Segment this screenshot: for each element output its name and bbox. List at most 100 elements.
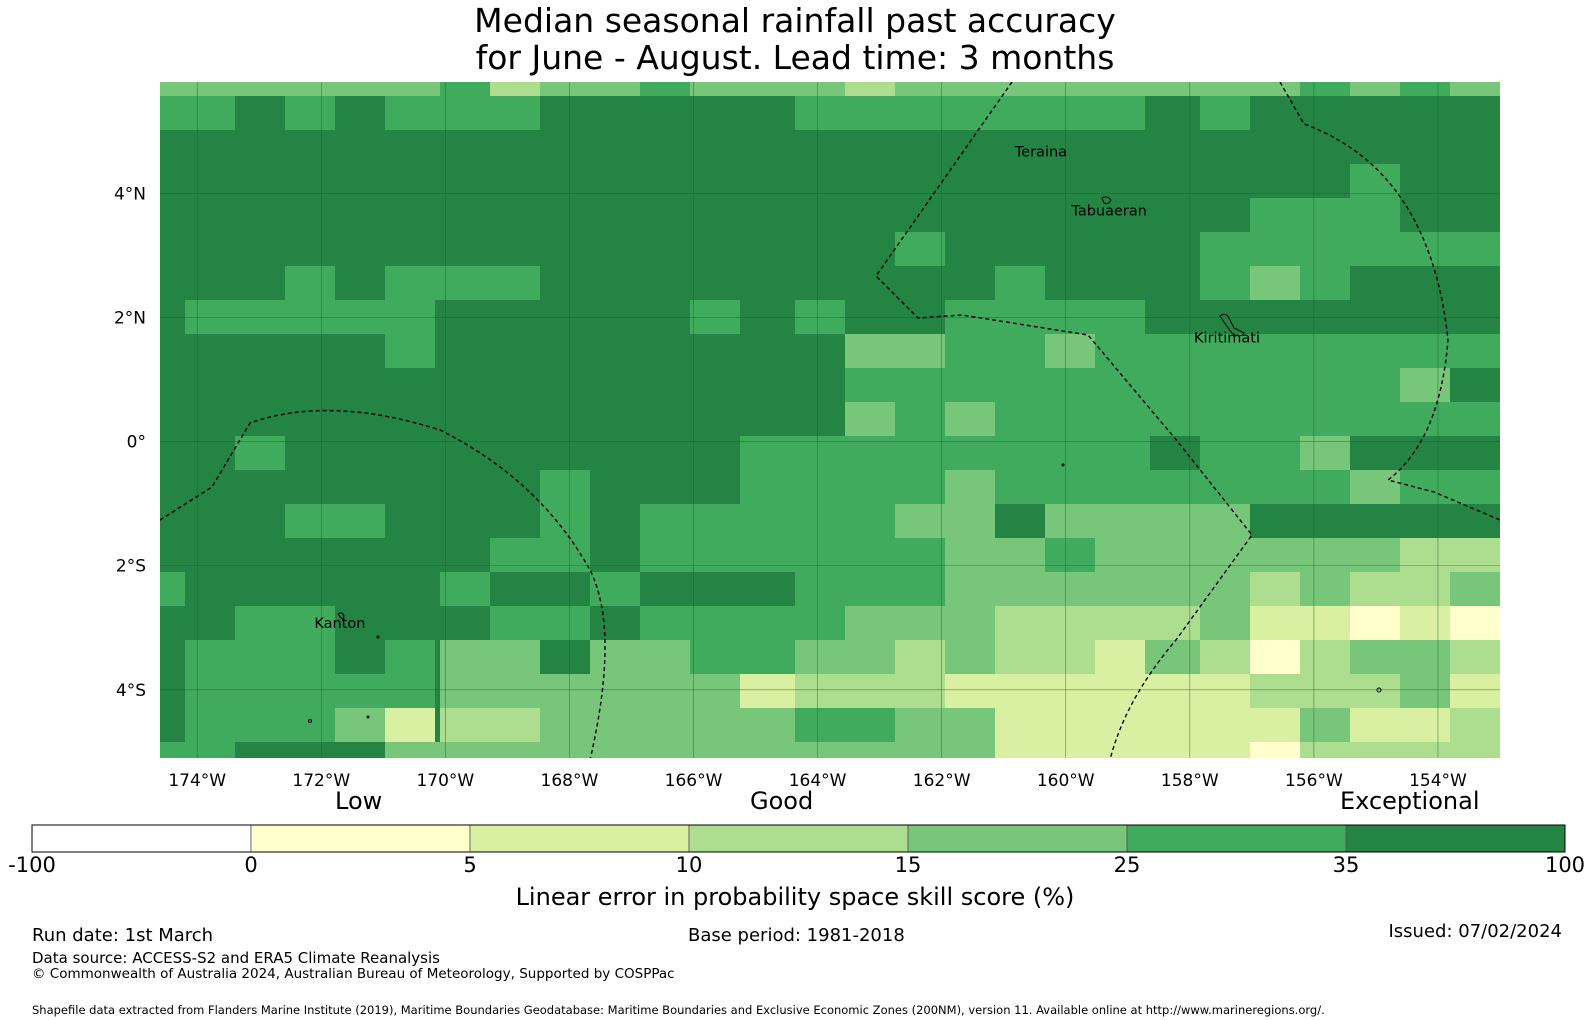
- grid-cell: [1350, 606, 1400, 640]
- grid-cell: [795, 300, 845, 334]
- grid-cell: [795, 640, 895, 674]
- grid-cell: [1450, 674, 1500, 708]
- grid-cell: [995, 606, 1095, 640]
- grid-cell: [895, 708, 995, 742]
- grid-cell: [185, 640, 335, 674]
- grid-cell: [1450, 606, 1500, 640]
- grid-cell: [1095, 538, 1400, 572]
- grid-cell: [795, 572, 945, 606]
- grid-cell: [440, 82, 490, 96]
- grid-cell: [945, 504, 995, 538]
- grid-cell: [995, 402, 1500, 436]
- lon-tick-label: 166°W: [665, 771, 723, 791]
- grid-cell: [1045, 504, 1250, 538]
- lon-tick-label: 164°W: [789, 771, 847, 791]
- grid-cell: [1350, 436, 1450, 470]
- grid-cell: [590, 572, 640, 606]
- grid-cell: [1300, 82, 1350, 96]
- place-label: Kiritimati: [1194, 330, 1260, 346]
- grid-cell: [235, 436, 285, 470]
- grid-cell: [1045, 538, 1095, 572]
- grid-cell: [1095, 606, 1200, 640]
- island-dot: [308, 719, 312, 723]
- grid-cell: [1350, 266, 1500, 300]
- grid-cell: [440, 572, 490, 606]
- colorbar-segment: [1345, 824, 1566, 853]
- colorbar-tick-label: 10: [675, 853, 703, 877]
- grid-cell: [440, 640, 540, 674]
- grid-cell: [1450, 572, 1500, 606]
- island-kanton-outline: [337, 612, 345, 622]
- grid-cell: [1400, 606, 1450, 640]
- grid-cell: [235, 606, 335, 640]
- grid-cell: [1450, 640, 1500, 674]
- grid-cell: [1350, 504, 1450, 538]
- place-labels: Teraina Tabuaeran Kiritimati Kanton: [314, 144, 1260, 631]
- grid-cell: [490, 82, 540, 96]
- grid-cell: [1300, 708, 1350, 742]
- grid-cell: [895, 504, 945, 538]
- grid-cell: [285, 96, 335, 130]
- grid-cell: [1250, 266, 1300, 300]
- colorbar-tick-label: 35: [1332, 853, 1360, 877]
- eez-boundary-kiribati-line: [875, 82, 1253, 758]
- grid-cell: [690, 640, 795, 674]
- island-kiritimati-outline: [1219, 313, 1245, 337]
- eez-boundary-kanton: [160, 409, 606, 758]
- grid-cell: [895, 640, 945, 674]
- grid-cell: [1350, 470, 1400, 504]
- grid-cell: [945, 470, 995, 504]
- grid-cell: [385, 334, 435, 368]
- grid-cell: [185, 300, 385, 334]
- grid-cell: [1250, 572, 1300, 606]
- grid-cell: [1250, 742, 1300, 758]
- grid-cell: [795, 96, 1145, 130]
- lat-tick-label: 0°: [127, 433, 146, 453]
- lon-tick-label: 174°W: [168, 771, 226, 791]
- colorbar-tick-label: 5: [463, 853, 477, 877]
- colorbar-label-good: Good: [750, 787, 814, 815]
- grid-cell: [640, 606, 845, 640]
- lat-tick-label: 2°S: [116, 557, 146, 577]
- lon-tick-label: 168°W: [541, 771, 599, 791]
- grid-cell: [540, 470, 590, 504]
- colorbar-tick-label: -100: [8, 853, 56, 877]
- grid-cell: [490, 538, 590, 572]
- grid-cell: [1250, 674, 1400, 708]
- grid-cell: [385, 708, 435, 742]
- lat-tick-label: 4°N: [114, 185, 146, 205]
- grid-cell: [945, 300, 1145, 334]
- grid-cell: [185, 708, 335, 742]
- grid-cell: [640, 504, 895, 538]
- grid-cell: [385, 266, 540, 300]
- grid-cell: [845, 334, 945, 368]
- colorbar-tick-label: 15: [894, 853, 922, 877]
- grid-cell: [1400, 368, 1450, 402]
- grid-cell: [1350, 640, 1450, 674]
- colorbar-segment: [688, 824, 909, 853]
- lat-tick-label: 2°N: [114, 309, 146, 329]
- colorbar-title: Linear error in probability space skill …: [515, 883, 1075, 911]
- grid-cell: [945, 334, 1500, 368]
- run-date: Run date: 1st March: [32, 925, 214, 946]
- grid-cell: [845, 606, 995, 640]
- grid-cell: [285, 504, 385, 538]
- lon-tick-label: 170°W: [416, 771, 474, 791]
- grid-cell: [1450, 708, 1500, 742]
- grid-cell: [1450, 436, 1500, 470]
- grid-cell: [1095, 640, 1145, 674]
- place-label: Kanton: [314, 616, 365, 632]
- colorbar-tick-label: 25: [1113, 853, 1141, 877]
- grid-cell: [845, 368, 1400, 402]
- grid-cell: [160, 572, 185, 606]
- grid-cell: [1045, 334, 1095, 368]
- lon-tick-label: 156°W: [1285, 771, 1343, 791]
- skill-grid: [160, 82, 1500, 758]
- grid-cell: [945, 402, 995, 436]
- grid-cell: [795, 674, 945, 708]
- issued-date: Issued: 07/02/2024: [1388, 921, 1562, 942]
- grid-cell: [185, 674, 435, 708]
- lon-tick-label: 158°W: [1161, 771, 1219, 791]
- lat-tick-labels: 4°N 2°N 0° 2°S 4°S: [114, 185, 146, 701]
- place-label: Tabuaeran: [1070, 203, 1147, 219]
